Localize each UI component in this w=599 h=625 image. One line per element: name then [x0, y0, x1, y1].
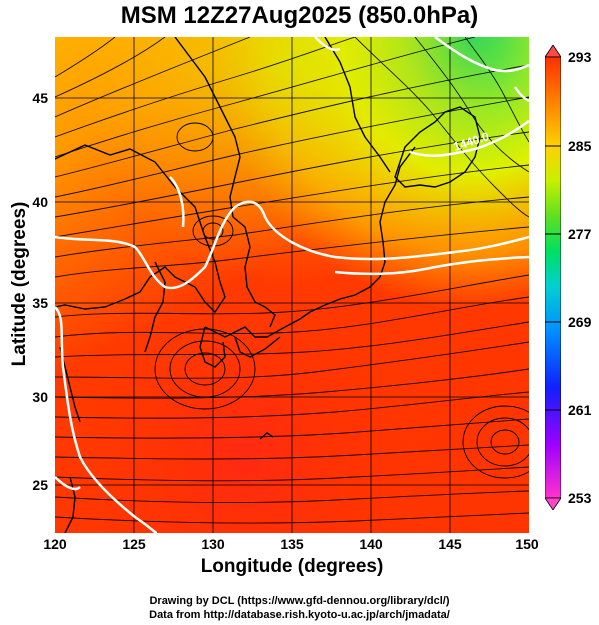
x-tick: 125 [122, 536, 146, 552]
y-tick: 40 [32, 194, 48, 210]
y-tick: 25 [32, 477, 48, 493]
colorbar-tick: 293 [568, 49, 592, 65]
streamlines [55, 37, 529, 524]
height-contours [55, 37, 529, 533]
x-tick: 130 [201, 536, 225, 552]
x-tick: 120 [43, 536, 67, 552]
colorbar-tick: 277 [568, 226, 592, 242]
x-tick: 135 [280, 536, 304, 552]
colorbar-gradient [545, 56, 561, 499]
credit-data: Data from http://database.rish.kyoto-u.a… [149, 609, 450, 621]
colorbar-bottom-arrow [545, 497, 561, 510]
map-title: MSM 12Z27Aug2025 (850.0hPa) [120, 2, 479, 29]
x-tick: 150 [515, 536, 539, 552]
colorbar [545, 45, 561, 510]
colorbar-tick: 261 [568, 402, 592, 418]
y-tick: 35 [32, 295, 48, 311]
colorbar-tick: 269 [568, 314, 592, 330]
y-tick: 30 [32, 389, 48, 405]
credit-drawing: Drawing by DCL (https://www.gfd-dennou.o… [149, 595, 450, 607]
colorbar-tick: 253 [568, 490, 592, 506]
colorbar-top-arrow [545, 45, 561, 58]
x-tick: 140 [359, 536, 383, 552]
coastlines [55, 37, 481, 533]
x-axis-label: Longitude (degrees) [200, 556, 384, 577]
x-tick: 145 [438, 536, 462, 552]
y-tick: 45 [32, 90, 48, 106]
eddy-circulations [154, 122, 529, 479]
grid-lines [55, 37, 529, 533]
temperature-map: 1440.0 [55, 37, 529, 533]
colorbar-tick: 285 [568, 138, 592, 154]
